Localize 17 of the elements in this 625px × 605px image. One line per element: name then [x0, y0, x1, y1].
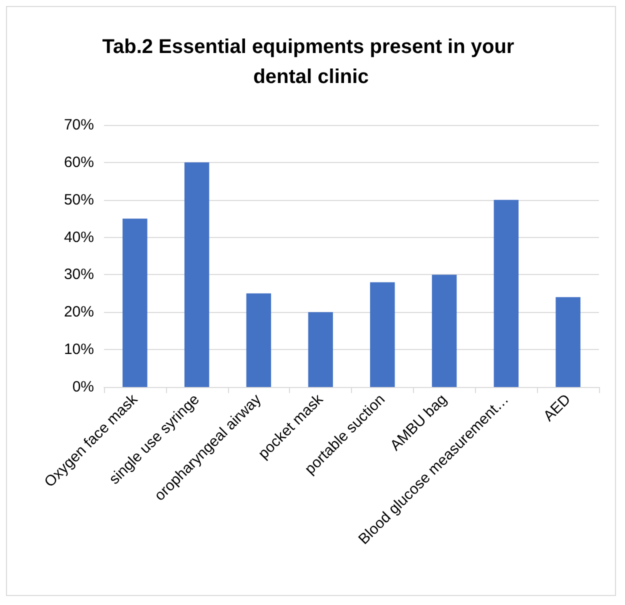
bar	[122, 218, 148, 387]
bar	[556, 297, 580, 387]
y-tick-label: 40%	[64, 228, 94, 246]
bar	[308, 312, 333, 387]
y-tick-label: 0%	[72, 378, 94, 396]
y-tick-label: 10%	[64, 341, 94, 358]
y-tick-label: 20%	[64, 304, 94, 321]
bar	[246, 293, 272, 387]
y-tick-label: 30%	[64, 266, 94, 284]
bar	[432, 274, 457, 387]
bar	[184, 162, 210, 387]
bar	[494, 200, 519, 387]
y-tick-label: 60%	[64, 154, 94, 171]
bar	[370, 282, 395, 387]
chart-title: Tab.2 Essential equipments present in your dental clinic	[102, 36, 520, 88]
y-tick-label: 50%	[64, 191, 94, 208]
y-tick-label: 70%	[64, 116, 94, 134]
